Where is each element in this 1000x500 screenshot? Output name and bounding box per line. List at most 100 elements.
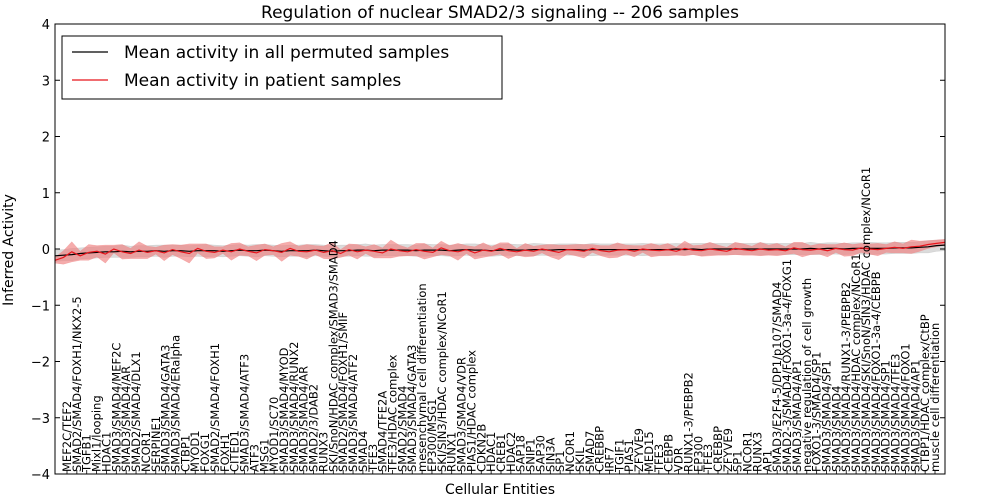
entity-label: TFE3 bbox=[652, 444, 666, 473]
entity-label: SMAD4/TFE2A bbox=[376, 391, 390, 472]
entity-label: CREB1 bbox=[494, 434, 508, 473]
entity-label: SMAD3/SMAD4/ERalpha bbox=[169, 335, 183, 472]
y-tick-label: −4 bbox=[31, 468, 50, 483]
entity-label: negative regulation of cell growth bbox=[800, 278, 814, 472]
entity-label: ZFYVE9 bbox=[721, 428, 735, 472]
entity-label: TGIF1 bbox=[612, 439, 626, 473]
y-axis-label: Inferred Activity bbox=[1, 194, 17, 306]
entity-label: TFE3/HDAC complex bbox=[386, 354, 400, 473]
entity-label: SMAD3/SMAD4/ATF3 bbox=[238, 354, 252, 472]
entity-label: MEF2C/TEF2 bbox=[60, 401, 74, 472]
entity-label: ATF3 bbox=[247, 444, 261, 472]
entity-label: SMAD3/SMAD4/GATA3 bbox=[159, 345, 173, 472]
entity-label: SMAD3/SMAD4/RUNX2 bbox=[287, 342, 301, 472]
entity-label: AP1 bbox=[760, 450, 774, 472]
entity-label: SAP18 bbox=[514, 435, 528, 472]
entity-label: SMAD4 bbox=[356, 431, 370, 472]
y-tick-label: 1 bbox=[42, 187, 50, 202]
legend: Mean activity in all permuted samples Me… bbox=[61, 35, 503, 100]
entity-label: SMAD3/SMAD4/SKI/SnoN/SIN3/HDAC complex/N… bbox=[859, 167, 873, 472]
entity-label: SMAD2-3/SMAD4/FOXO1-3a-4/FOXG1 bbox=[780, 259, 794, 472]
entity-label: CEBPB bbox=[662, 434, 676, 472]
entity-label: SMAD3/SMAD4/AR bbox=[119, 366, 133, 472]
entity-label: SMAD3/SMAD4 bbox=[829, 386, 843, 472]
entity-label: IRF7 bbox=[603, 447, 617, 472]
entity-label: muscle cell differentiation bbox=[928, 323, 942, 472]
entity-label: MYOD1/SC70 bbox=[267, 397, 281, 472]
entity-label: RUNX1 bbox=[445, 432, 459, 472]
entity-label: RUNX1-3/PEBPB2 bbox=[681, 372, 695, 472]
chart-title: Regulation of nuclear SMAD2/3 signaling … bbox=[261, 3, 739, 23]
entity-label: SERPINE1 bbox=[149, 416, 163, 472]
entity-label: SMAD2/SMAD4/FOXH1/NKX2-5 bbox=[70, 296, 84, 472]
entity-label: PIAS1 bbox=[622, 439, 636, 472]
entity-label: CTBP1/HDAC complex/CtBP bbox=[918, 314, 932, 472]
y-tick-label: 4 bbox=[42, 18, 50, 33]
entity-label: SMAD3/SMAD4/AP1 bbox=[908, 360, 922, 472]
entity-label: MYOD1 bbox=[188, 430, 202, 472]
entity-label: SMAD3/SMAD4/ATF2 bbox=[346, 354, 360, 472]
entity-label: CITED1 bbox=[228, 430, 242, 472]
entity-label: Mixl1/looping bbox=[90, 395, 104, 472]
entity-label: RUNX3 bbox=[751, 432, 765, 472]
entity-label: RUNX3 bbox=[317, 432, 331, 472]
x-axis-label: Cellular Entities bbox=[445, 482, 555, 498]
y-tick-label: 0 bbox=[42, 243, 50, 258]
entity-label: VDR bbox=[672, 447, 686, 472]
entity-label: SMAD3/SMAD4/HDAC complex/NCoR1 bbox=[849, 253, 863, 472]
entity-label: ZFYVE9 bbox=[632, 428, 646, 472]
entity-label: SMAD3/SMAD4/AR bbox=[297, 366, 311, 472]
entity-label: SMAD3/SMAD4/AP1 bbox=[790, 360, 804, 472]
entity-label: HDAC2 bbox=[504, 432, 518, 472]
entity-label: SMAD3/SMAD4/SP1 bbox=[879, 360, 893, 472]
entity-label: SMAD3/SMAD4/SP1 bbox=[820, 360, 834, 472]
entity-label: SMAD3/SMAD4/VDR bbox=[455, 357, 469, 472]
entity-label: EP300/MSG1 bbox=[425, 399, 439, 472]
entity-label: SP1 bbox=[553, 450, 567, 472]
entity-label: SMAD2/SMAD4/DLX1 bbox=[129, 351, 143, 472]
y-tick-label: 2 bbox=[42, 131, 50, 146]
entity-label: SMAD2/SMAD4 bbox=[395, 386, 409, 472]
entity-label: SMAD2/SMAD4/FOXH1 bbox=[208, 343, 222, 472]
y-tick-label: −1 bbox=[31, 299, 50, 314]
entity-label: TFE3 bbox=[701, 444, 715, 473]
legend-label-patient: Mean activity in patient samples bbox=[124, 71, 401, 91]
entity-label: HDAC1 bbox=[484, 432, 498, 472]
plot-frame bbox=[54, 23, 946, 475]
entity-label: MED15 bbox=[642, 431, 656, 472]
entity-label: SP1 bbox=[731, 450, 745, 472]
entity-label: HDAC1 bbox=[100, 432, 114, 472]
entity-label: SKI/SnoN/HDAC complex/SMAD3/SMAD4 bbox=[326, 240, 340, 472]
entity-label: CREBBP bbox=[711, 426, 725, 472]
entity-label: SMAD3/SMAD4/MEF2C bbox=[109, 343, 123, 472]
entity-label: SMAD7 bbox=[583, 431, 597, 472]
entity-label: CDKN2B bbox=[474, 424, 488, 472]
entity-label: EP300 bbox=[691, 436, 705, 472]
entity-label: NCOR1 bbox=[563, 431, 577, 472]
entity-label: FOXO1-3/SMAD4/SP1 bbox=[810, 352, 824, 472]
entity-label: NCOR1 bbox=[741, 431, 755, 472]
entity-label: SMAD2/3/DAB2 bbox=[307, 384, 321, 472]
y-tick-label: 3 bbox=[42, 74, 50, 89]
entity-label: SMAD3/SMAD4/FOXO1-3a-4/CEBPB bbox=[869, 271, 883, 472]
legend-box bbox=[61, 35, 503, 100]
entity-label: CTBP1 bbox=[178, 435, 192, 472]
entity-label: SMAD2/SMAD4/FOXH1/SMIF bbox=[336, 312, 350, 472]
entity-label: SKI/SIN3/HDAC complex/NCoR1 bbox=[435, 291, 449, 472]
entity-label: SIN3A bbox=[543, 437, 557, 472]
entity-label: SKIL bbox=[573, 447, 587, 472]
y-axis: −4 −3 −2 −1 0 1 2 3 4 bbox=[31, 18, 945, 483]
entity-label: MSG1 bbox=[257, 439, 271, 472]
entity-label: NCOR1 bbox=[139, 431, 153, 472]
entity-label: FOXG1 bbox=[198, 433, 212, 472]
entity-label: FOXH1 bbox=[218, 433, 232, 472]
entity-label: SMAD3/SMAD4/GATA3 bbox=[405, 345, 419, 472]
entity-label: TGFB1 bbox=[80, 434, 94, 473]
legend-label-permuted: Mean activity in all permuted samples bbox=[124, 43, 449, 63]
entity-label: CREBBP bbox=[593, 426, 607, 472]
entity-label: TFE3 bbox=[366, 444, 380, 473]
y-tick-label: −3 bbox=[31, 412, 50, 427]
entity-label: SNIP1 bbox=[524, 438, 538, 472]
entity-label: SMAD3/SMAD4/TFE3 bbox=[889, 354, 903, 473]
y-tick-label: −2 bbox=[31, 356, 50, 371]
